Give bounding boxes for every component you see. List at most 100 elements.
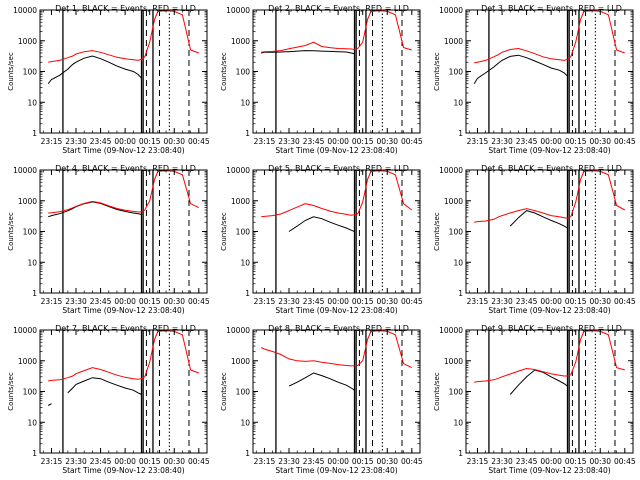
y-tick-label: 10 [240, 98, 250, 107]
y-tick-label: 1 [245, 289, 250, 298]
series-line-lld [261, 10, 412, 53]
panel-det-8: 1 10 100 1000 10000 23:15 23:30 23:45 00:00 00:15… [220, 324, 423, 475]
x-tick-label: 00:00 [114, 457, 136, 466]
y-axis-label: Counts/sec [433, 212, 441, 251]
x-tick-label: 23:30 [65, 297, 87, 306]
x-tick-label: 23:15 [254, 457, 276, 466]
y-tick-label: 10 [453, 258, 463, 267]
series-line-events [48, 201, 142, 218]
x-tick-label: 23:15 [467, 457, 489, 466]
y-tick-label: 100 [236, 388, 251, 397]
y-tick-label: 10 [240, 258, 250, 267]
x-tick-label: 00:15 [352, 137, 374, 146]
y-tick-label: 1 [458, 449, 463, 458]
series-line-lld [48, 170, 200, 214]
plot-frame [39, 169, 208, 294]
x-axis-label: Start Time (09-Nov-12 23:08:40) [488, 466, 610, 475]
y-tick-label: 1000 [444, 37, 463, 46]
x-axis-label: Start Time (09-Nov-12 23:08:40) [275, 466, 397, 475]
x-tick-label: 00:45 [188, 297, 210, 306]
x-tick-label: 23:45 [90, 457, 112, 466]
y-tick-label: 10000 [439, 166, 463, 175]
x-tick-label: 00:00 [540, 297, 562, 306]
series-line-events [473, 54, 568, 84]
x-tick-label: 23:15 [41, 297, 63, 306]
y-tick-label: 1 [245, 449, 250, 458]
y-tick-label: 1 [458, 129, 463, 138]
x-tick-label: 00:00 [327, 137, 349, 146]
y-tick-label: 1000 [444, 197, 463, 206]
x-tick-label: 23:45 [516, 137, 538, 146]
panel-title: Det 6, BLACK = Events, RED = LLD [481, 164, 622, 173]
series-line-events [47, 377, 142, 406]
y-tick-label: 1 [245, 129, 250, 138]
x-tick-label: 00:30 [163, 457, 185, 466]
panel-det-7: 1 10 100 1000 10000 23:15 23:30 23:45 00:00 00:15… [7, 324, 210, 475]
x-tick-label: 23:45 [516, 297, 538, 306]
plot-frame [39, 329, 208, 454]
x-tick-label: 23:15 [467, 137, 489, 146]
series-line-events [288, 216, 355, 232]
x-tick-label: 00:45 [614, 297, 636, 306]
x-axis-label: Start Time (09-Nov-12 23:08:40) [275, 146, 397, 155]
y-tick-label: 1000 [18, 37, 37, 46]
x-tick-label: 00:30 [589, 137, 611, 146]
y-tick-label: 1 [32, 449, 37, 458]
x-tick-label: 00:45 [401, 137, 423, 146]
x-tick-label: 23:45 [303, 137, 325, 146]
x-tick-label: 00:30 [589, 297, 611, 306]
series-line-events [509, 210, 568, 229]
x-tick-label: 00:45 [401, 297, 423, 306]
x-tick-label: 00:00 [114, 297, 136, 306]
y-axis-label: Counts/sec [220, 52, 228, 91]
y-tick-label: 100 [449, 68, 464, 77]
panel-det-1: 1 10 100 1000 10000 23:15 23:30 23:45 00:00 00:15… [7, 4, 210, 155]
plot-frame [465, 329, 634, 454]
x-tick-label: 23:15 [254, 137, 276, 146]
panel-title: Det 2, BLACK = Events, RED = LLD [268, 4, 409, 13]
plot-frame [252, 329, 421, 454]
x-tick-label: 23:45 [303, 297, 325, 306]
y-tick-label: 1000 [18, 197, 37, 206]
y-tick-label: 100 [23, 228, 38, 237]
x-tick-label: 23:30 [491, 457, 513, 466]
x-tick-label: 23:30 [65, 137, 87, 146]
series-line-events [261, 50, 355, 55]
x-axis-label: Start Time (09-Nov-12 23:08:40) [488, 306, 610, 315]
x-tick-label: 23:45 [90, 297, 112, 306]
x-tick-label: 00:45 [188, 137, 210, 146]
y-tick-label: 10000 [226, 166, 250, 175]
x-tick-label: 00:00 [540, 137, 562, 146]
y-tick-label: 100 [23, 68, 38, 77]
y-tick-label: 100 [449, 388, 464, 397]
x-tick-label: 00:00 [540, 457, 562, 466]
x-tick-label: 23:30 [278, 137, 300, 146]
series-line-events [288, 372, 355, 391]
plot-frame [252, 169, 421, 294]
x-tick-label: 00:45 [401, 457, 423, 466]
y-tick-label: 10000 [13, 166, 37, 175]
x-tick-label: 23:45 [90, 137, 112, 146]
x-tick-label: 00:15 [139, 457, 161, 466]
y-tick-label: 1 [32, 129, 37, 138]
panel-det-9: 1 10 100 1000 10000 23:15 23:30 23:45 00:00 00:15… [433, 324, 636, 475]
x-tick-label: 23:30 [65, 457, 87, 466]
y-tick-label: 100 [236, 68, 251, 77]
series-line-events [509, 369, 568, 395]
y-tick-label: 1 [458, 289, 463, 298]
y-axis-label: Counts/sec [433, 52, 441, 91]
x-tick-label: 00:30 [376, 297, 398, 306]
y-tick-label: 10000 [13, 6, 37, 15]
panel-det-2: 1 10 100 1000 10000 23:15 23:30 23:45 00:00 00:15… [220, 4, 423, 155]
x-axis-label: Start Time (09-Nov-12 23:08:40) [62, 466, 184, 475]
plot-frame [465, 169, 634, 294]
x-tick-label: 23:30 [278, 297, 300, 306]
y-tick-label: 10 [240, 418, 250, 427]
x-tick-label: 23:30 [491, 297, 513, 306]
x-tick-label: 00:00 [327, 297, 349, 306]
x-tick-label: 23:15 [254, 297, 276, 306]
x-axis-label: Start Time (09-Nov-12 23:08:40) [62, 306, 184, 315]
plot-frame [465, 9, 634, 134]
y-tick-label: 100 [449, 228, 464, 237]
